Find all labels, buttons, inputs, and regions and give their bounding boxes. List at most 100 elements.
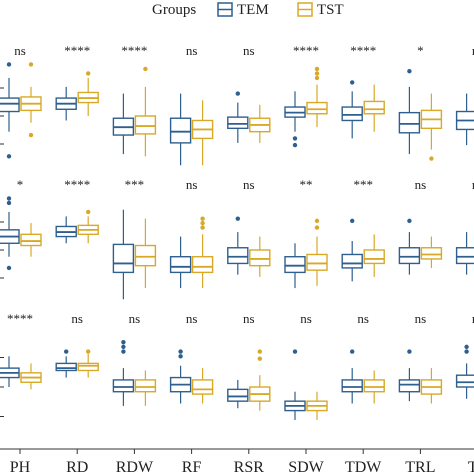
box-tst [77, 349, 99, 378]
box-iqr [191, 256, 214, 274]
panel-tdw-row-1: **** [341, 43, 385, 139]
box-tst [77, 209, 99, 244]
box-tem [398, 69, 421, 155]
outlier-point [314, 225, 320, 230]
box-tem [55, 349, 77, 378]
significance-label: *** [125, 177, 145, 192]
significance-label: **** [350, 43, 376, 58]
box-tem [0, 196, 20, 271]
box-tst [20, 363, 42, 390]
box-tst [134, 370, 157, 406]
box-iqr [134, 379, 157, 393]
panel-rd-row-2: **** [55, 177, 99, 244]
panel-rd-row-3: ns [55, 311, 99, 378]
panel-rf-row-2: ns [169, 177, 214, 289]
legend-entry-tst: TST [297, 2, 344, 18]
outlier-point [200, 225, 205, 230]
x-tick-label-rsr: RSR [234, 459, 265, 474]
outlier-point [464, 349, 469, 354]
box-tst [363, 84, 385, 132]
legend-entry-tem: TEM [217, 2, 269, 18]
outlier-point [6, 196, 12, 201]
significance-label: *** [353, 177, 373, 192]
significance-label: ns [472, 43, 474, 58]
panels: ns********nsns*********ns********nsns***… [0, 43, 474, 421]
panel-tl-row-3: ns [455, 311, 474, 399]
outlier-point [200, 220, 205, 226]
x-tick-label-rd: RD [66, 459, 88, 474]
legend-label-tem: TEM [237, 2, 269, 18]
significance-label: **** [7, 311, 33, 326]
outlier-point [121, 349, 126, 354]
panel-tl-row-2: ns [455, 177, 474, 275]
box-tem [169, 236, 192, 289]
outlier-point [178, 354, 183, 359]
box-tst [20, 223, 42, 257]
outlier-point [292, 136, 298, 141]
box-tst [191, 368, 214, 404]
box-iqr [363, 100, 385, 115]
panel-tl-row-1: ns [455, 43, 474, 146]
box-tst [134, 218, 157, 289]
panel-trl-row-3: ns [398, 311, 443, 404]
significance-label: **** [121, 43, 147, 58]
box-iqr [284, 256, 306, 274]
box-iqr [20, 233, 42, 247]
box-tem [55, 86, 77, 121]
panel-sdw-row-3: ns [284, 311, 328, 421]
outlier-point [200, 216, 205, 221]
box-tem [227, 91, 249, 143]
box-iqr [77, 362, 99, 372]
box-tem [398, 349, 421, 402]
box-tst [420, 236, 443, 268]
significance-label: **** [64, 43, 90, 58]
box-tst [306, 218, 328, 286]
box-iqr [306, 253, 328, 271]
outlier-point [235, 216, 240, 221]
box-iqr [169, 117, 192, 144]
legend: Groups TEM TST [152, 2, 344, 18]
box-tem [0, 356, 20, 387]
x-tick-label-trl: TRL [405, 459, 435, 474]
significance-label: * [417, 43, 424, 58]
box-tst [191, 216, 214, 289]
panel-ph-row-3: **** [0, 311, 42, 390]
box-tem [284, 91, 306, 148]
outlier-point [257, 349, 262, 354]
significance-label: ** [300, 177, 313, 192]
significance-label: **** [64, 177, 90, 192]
panel-ph-row-2: * [0, 177, 42, 271]
box-tem [227, 379, 249, 409]
box-iqr [227, 247, 249, 265]
x-tick-label-tdw: TDW [345, 459, 382, 474]
panel-sdw-row-1: **** [284, 43, 328, 148]
box-tem [169, 349, 192, 404]
box-iqr [227, 116, 249, 130]
box-iqr [398, 111, 421, 134]
significance-label: ns [186, 311, 198, 326]
box-iqr [55, 362, 77, 372]
outlier-point [6, 62, 12, 67]
outlier-point [464, 344, 469, 350]
box-iqr [112, 243, 135, 274]
panel-ph-row-1: ns [0, 43, 42, 159]
outlier-point [121, 344, 126, 350]
significance-label: * [17, 177, 24, 192]
box-iqr [112, 379, 135, 393]
outlier-point [292, 349, 298, 354]
significance-label: ns [14, 43, 26, 58]
outlier-point [86, 71, 91, 76]
panel-rsr-row-1: ns [227, 43, 271, 143]
outlier-point [6, 265, 12, 271]
box-iqr [169, 256, 192, 274]
box-tem [341, 80, 363, 139]
panel-tdw-row-2: *** [341, 177, 385, 282]
x-tick-label-sdw: SDW [288, 459, 324, 474]
box-tem [284, 349, 306, 421]
panel-rsr-row-2: ns [227, 177, 271, 277]
panel-trl-row-2: ns [398, 177, 443, 275]
box-iqr [341, 379, 363, 393]
